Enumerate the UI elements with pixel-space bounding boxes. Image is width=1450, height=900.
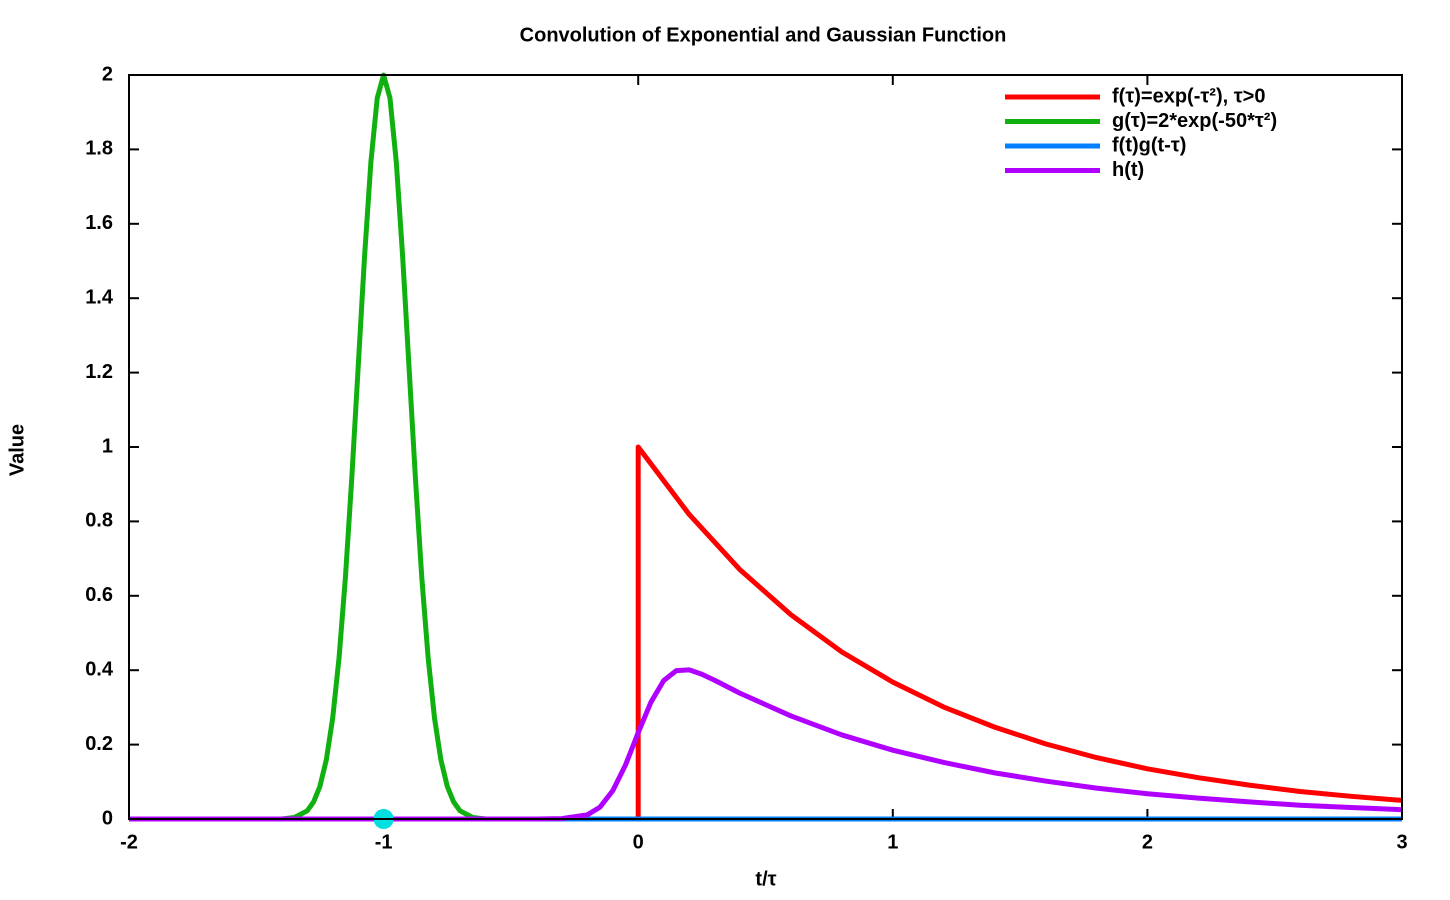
chart-title: Convolution of Exponential and Gaussian … [520,24,1007,46]
data-line [129,444,1403,822]
y-tick-label: 0.4 [85,658,114,680]
y-tick-label: 0.2 [85,733,113,755]
data-line [129,667,1403,822]
y-tick-label: 1.8 [85,138,113,160]
x-tick-label: -2 [120,831,138,853]
y-tick-label: 1.6 [85,212,113,234]
y-axis-label: Value [6,424,28,476]
y-tick-label: 0 [102,807,113,829]
y-tick-label: 0.6 [85,584,113,606]
plot-frame [128,74,1403,820]
legend-label: f(τ)=exp(-τ²), τ>0 [1112,85,1265,107]
y-tick-label: 2 [102,63,113,85]
x-tick-label: 2 [1142,831,1153,853]
legend-label: h(t) [1112,159,1144,181]
data-line [129,72,1402,822]
x-tick-label: -1 [375,831,393,853]
y-tick-label: 1 [102,435,113,457]
x-tick-label: 0 [633,831,644,853]
y-tick-label: 1.2 [85,361,113,383]
x-tick-label: 1 [887,831,898,853]
y-tick-label: 1.4 [85,286,114,308]
y-tick-label: 0.8 [85,510,113,532]
x-axis-label: t/τ [755,868,776,890]
legend-label: f(t)g(t-τ) [1112,134,1186,156]
x-tick-label: 3 [1396,831,1407,853]
legend-label: g(τ)=2*exp(-50*τ²) [1112,110,1277,132]
